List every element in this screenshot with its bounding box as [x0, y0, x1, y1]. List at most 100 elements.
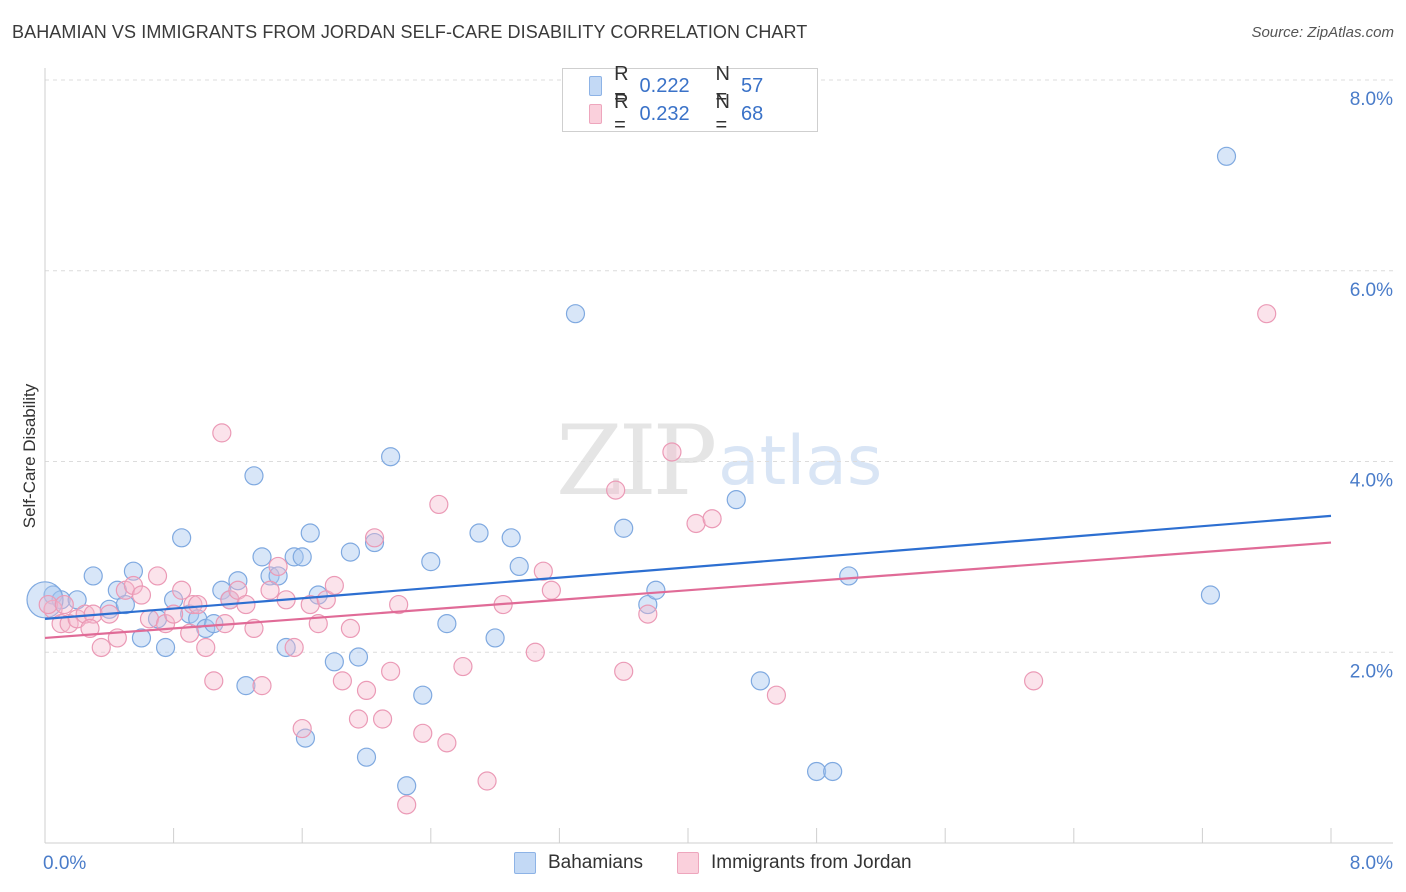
bahamians-point	[469, 523, 489, 543]
y-tick-label: 2.0%	[1350, 661, 1393, 682]
jordan-point	[397, 795, 417, 815]
jordan-point	[188, 594, 208, 615]
jordan-point	[204, 671, 224, 691]
jordan-point	[766, 685, 787, 705]
jordan-point	[1257, 304, 1277, 324]
jordan-point	[236, 594, 256, 615]
chart-title: BAHAMIAN VS IMMIGRANTS FROM JORDAN SELF-…	[12, 22, 808, 42]
jordan-point	[638, 604, 658, 624]
legend-n-label: N =	[715, 63, 730, 108]
x-tick-label: 0.0%	[43, 853, 86, 874]
bahamians-point	[1216, 146, 1237, 166]
legend-r-value: 0.232	[639, 102, 690, 125]
jordan-point	[437, 733, 457, 753]
bahamians-point	[726, 490, 746, 510]
jordan-point	[332, 671, 352, 691]
bahamians-trend-line	[44, 514, 1332, 620]
jordan-point	[525, 642, 545, 662]
legend-row-jordan: R = 0.232 N = 68	[589, 91, 817, 136]
jordan-point	[606, 480, 626, 500]
x-tick-label: 8.0%	[1350, 853, 1393, 874]
y-tick-label: 6.0%	[1350, 280, 1393, 301]
bahamians-point	[292, 547, 312, 567]
jordan-point	[381, 661, 401, 681]
jordan-point	[348, 709, 369, 729]
bahamians-point	[123, 561, 144, 581]
jordan-point	[183, 594, 203, 615]
legend-label-jordan: Immigrants from Jordan	[711, 852, 912, 873]
bahamians-point	[485, 628, 505, 648]
jordan-point	[364, 528, 385, 548]
bahamians-point	[204, 614, 224, 634]
bahamians-point	[236, 676, 256, 696]
jordan-point	[614, 661, 634, 681]
y-tick-label: 8.0%	[1350, 89, 1393, 110]
bahamians-point	[356, 747, 377, 767]
jordan-point	[477, 771, 497, 791]
bahamians-point	[348, 647, 369, 667]
bahamians-point	[565, 304, 586, 324]
jordan-point	[533, 561, 553, 581]
bahamians-point	[131, 628, 152, 648]
jordan-point	[284, 637, 304, 658]
jordan-point	[180, 623, 200, 643]
legend-n-value: 57	[741, 74, 764, 97]
legend-item-bahamians[interactable]: Bahamians	[514, 852, 643, 874]
jordan-point	[686, 513, 706, 534]
bahamians-point	[252, 547, 272, 567]
legend-n-label: N =	[715, 91, 730, 136]
source-credit: Source: ZipAtlas.com	[1251, 24, 1394, 41]
jordan-point	[80, 618, 100, 639]
jordan-point	[54, 594, 74, 615]
jordan-point	[324, 575, 344, 596]
bahamians-point	[421, 552, 441, 572]
legend-swatch-jordan	[589, 104, 603, 124]
bahamians-point	[646, 580, 666, 600]
bahamians-point	[806, 761, 827, 782]
jordan-point	[356, 680, 377, 701]
bahamians-point	[413, 685, 433, 705]
jordan-point	[147, 566, 168, 586]
bahamians-point	[397, 776, 417, 796]
jordan-point	[139, 609, 160, 629]
legend-swatch-bahamians	[589, 76, 603, 96]
bahamians-point	[115, 594, 135, 615]
legend-r-label: R =	[614, 91, 629, 136]
jordan-point	[228, 580, 248, 600]
legend-row-bahamians: R = 0.222 N = 57	[589, 63, 817, 108]
bahamians-point	[155, 637, 176, 658]
jordan-point	[268, 556, 288, 577]
correlation-legend: R = 0.222 N = 57 R = 0.232 N = 68	[562, 63, 818, 136]
bahamians-point	[509, 556, 529, 577]
jordan-point	[453, 656, 473, 677]
legend-item-jordan[interactable]: Immigrants from Jordan	[677, 852, 912, 874]
y-axis-label: Self-Care Disability	[20, 383, 39, 528]
legend-swatch-bahamians	[514, 852, 536, 874]
jordan-point	[91, 637, 111, 658]
bahamians-point	[340, 542, 361, 562]
bahamians-point	[437, 614, 457, 634]
legend-r-label: R =	[614, 63, 629, 108]
bahamians-point	[823, 761, 843, 782]
bahamians-point	[1200, 585, 1221, 605]
jordan-point	[702, 509, 722, 529]
jordan-point	[429, 494, 449, 515]
jordan-point	[292, 718, 312, 739]
bahamians-point	[83, 566, 103, 586]
jordan-point	[662, 442, 682, 462]
jordan-point	[413, 723, 433, 743]
jordan-point	[308, 614, 328, 634]
legend-label-bahamians: Bahamians	[548, 852, 644, 873]
legend-swatch-jordan	[677, 852, 699, 874]
bahamians-point	[501, 528, 521, 548]
series-legend: Bahamians Immigrants from Jordan	[0, 852, 1406, 878]
bahamians-point	[276, 637, 296, 658]
bahamians-point	[750, 671, 770, 691]
legend-n-value: 68	[741, 102, 764, 125]
jordan-point	[212, 423, 232, 443]
bahamians-point	[839, 566, 859, 586]
jordan-point	[38, 594, 58, 615]
bahamians-point	[614, 518, 634, 538]
jordan-point	[260, 580, 280, 600]
